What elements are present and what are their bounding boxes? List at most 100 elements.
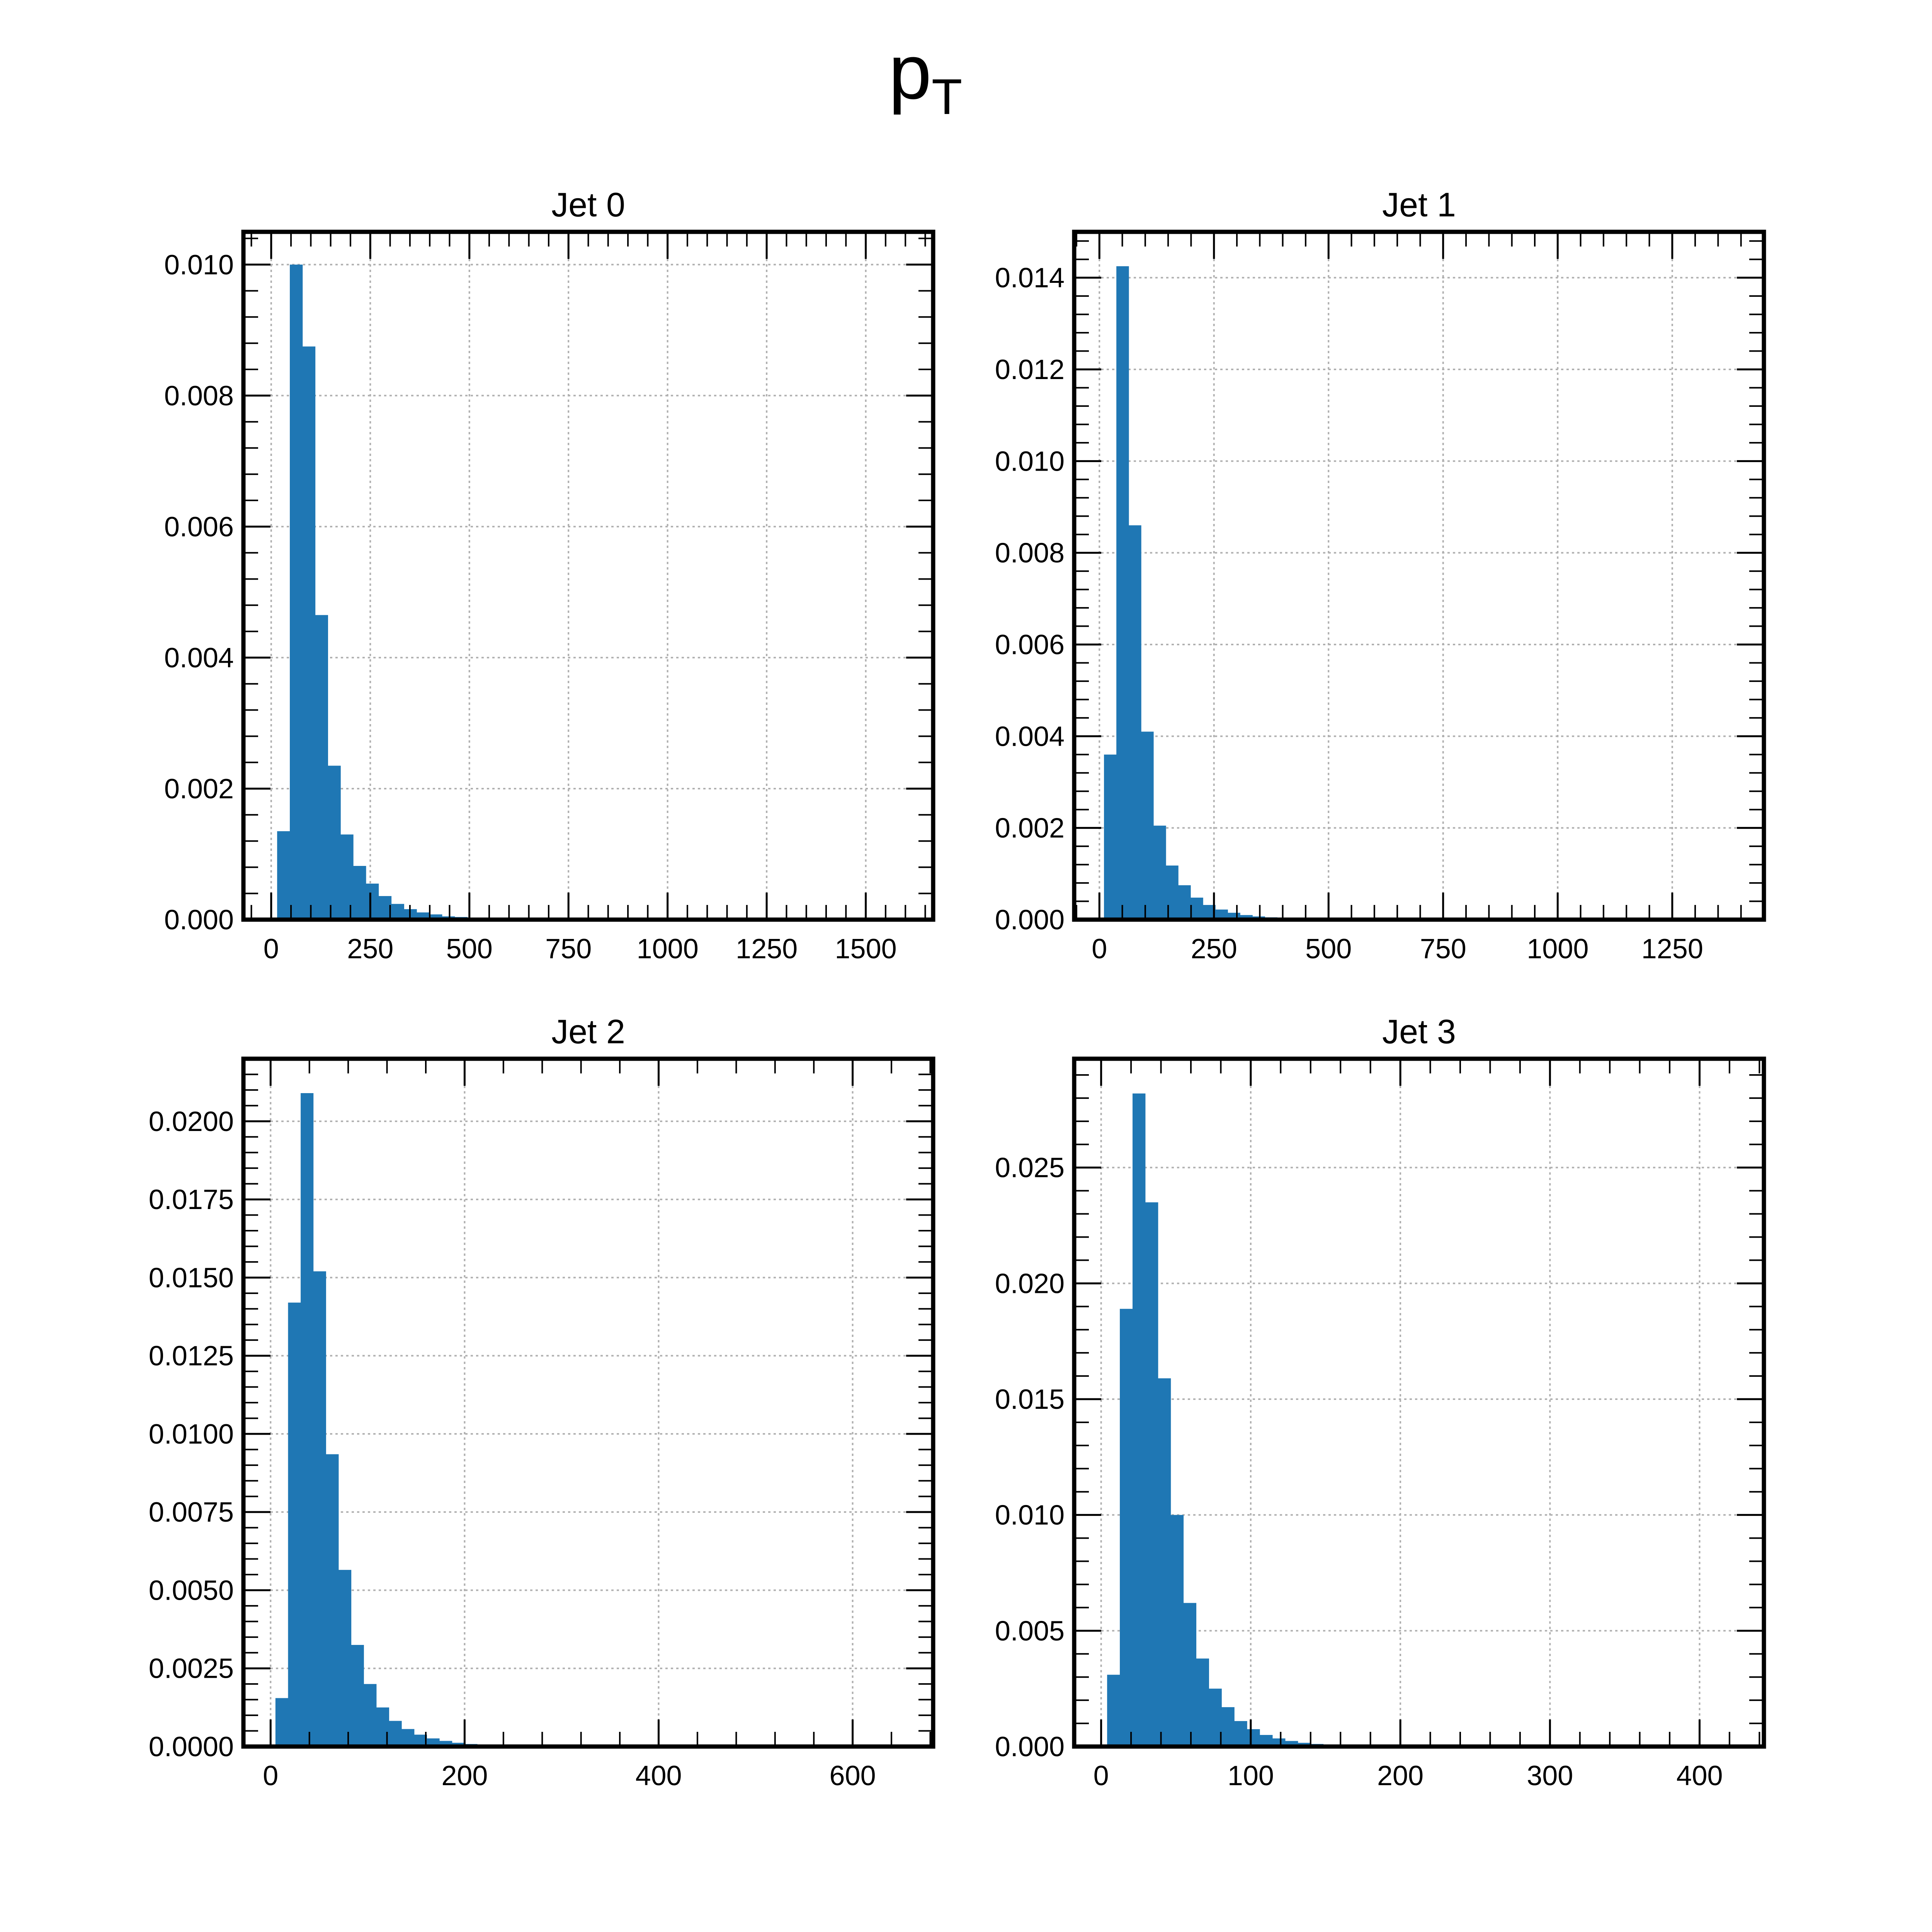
axes-frame xyxy=(241,230,935,922)
histogram-bar xyxy=(1133,1093,1146,1747)
x-tick-label: 1000 xyxy=(637,934,699,964)
subplot-title: Jet 3 xyxy=(1382,1012,1456,1051)
histogram-bar xyxy=(326,1454,339,1747)
histogram-bar xyxy=(313,1271,326,1747)
histogram-bar xyxy=(301,1093,314,1747)
histogram-bar xyxy=(290,264,303,920)
x-tick-label: 750 xyxy=(545,934,592,964)
x-tick-label: 200 xyxy=(1377,1760,1423,1791)
x-tick-label: 500 xyxy=(1305,934,1352,964)
histogram-bar xyxy=(1234,1721,1247,1747)
y-tick-label: 0.010 xyxy=(164,250,234,281)
y-tick-label: 0.0000 xyxy=(149,1731,234,1762)
x-tick-label: 1000 xyxy=(1527,934,1588,964)
subplot-title: Jet 2 xyxy=(551,1012,625,1051)
x-tick-label: 100 xyxy=(1228,1760,1274,1791)
y-tick-label: 0.0025 xyxy=(149,1653,234,1684)
y-tick-label: 0.015 xyxy=(995,1384,1065,1415)
y-tick-label: 0.000 xyxy=(164,905,234,935)
y-tick-label: 0.006 xyxy=(995,629,1065,660)
y-tick-label: 0.010 xyxy=(995,446,1065,477)
x-tick-label: 1250 xyxy=(1641,934,1703,964)
y-tick-label: 0.0200 xyxy=(149,1106,234,1137)
figure-title-main: p xyxy=(889,29,932,115)
x-tick-label: 1500 xyxy=(835,934,897,964)
y-tick-label: 0.0125 xyxy=(149,1341,234,1372)
y-tick-label: 0.005 xyxy=(995,1616,1065,1646)
histogram-bar xyxy=(1196,1658,1209,1747)
histogram-bar xyxy=(1178,885,1191,920)
histogram-bar xyxy=(277,831,290,920)
subplot-title: Jet 0 xyxy=(551,185,625,224)
y-tick-label: 0.004 xyxy=(164,643,234,673)
axes-frame xyxy=(241,1056,935,1749)
x-tick-label: 0 xyxy=(1094,1760,1109,1791)
histogram-bar xyxy=(1240,915,1253,920)
histogram-bar xyxy=(275,1698,288,1747)
histogram-bar xyxy=(351,1645,364,1747)
histogram-bar xyxy=(389,1721,402,1747)
x-tick-label: 400 xyxy=(1676,1760,1723,1791)
histogram-bar xyxy=(1183,1603,1197,1747)
y-tick-label: 0.012 xyxy=(995,354,1065,385)
y-tick-label: 0.004 xyxy=(995,721,1065,752)
histogram-bar xyxy=(1170,1515,1184,1747)
figure-title-subscript: T xyxy=(932,68,962,125)
histogram-bar xyxy=(401,1729,415,1747)
subplot-jet-3: 0 100 200 300 400 0.000 0.005 0.010 0.015 0.020 0.… xyxy=(995,1012,1766,1791)
y-tick-label: 0.000 xyxy=(995,1731,1065,1762)
y-tick-label: 0.014 xyxy=(995,263,1065,294)
histogram-bar xyxy=(1116,266,1129,920)
y-tick-label: 0.002 xyxy=(995,813,1065,844)
histogram-bar xyxy=(338,1570,352,1747)
histogram-bar xyxy=(353,866,366,920)
histogram-bar xyxy=(1209,1689,1222,1747)
x-tick-label: 0 xyxy=(263,1760,278,1791)
histogram-bar xyxy=(1158,1378,1171,1747)
histogram-bar xyxy=(1104,754,1117,920)
axes-frame xyxy=(1072,1056,1766,1749)
histogram-bar xyxy=(288,1303,301,1747)
subplot-title: Jet 1 xyxy=(1382,185,1456,224)
x-tick-label: 250 xyxy=(1191,934,1237,964)
y-tick-label: 0.0050 xyxy=(149,1575,234,1606)
subplot-grid: 0 250 500 750 1000 1250 15000.0000.0020.0040.0… xyxy=(149,185,1766,1791)
y-tick-label: 0.0075 xyxy=(149,1497,234,1528)
histogram-bar xyxy=(302,346,316,920)
histogram-bar xyxy=(1190,898,1203,920)
y-tick-label: 0.000 xyxy=(995,905,1065,935)
x-tick-label: 0 xyxy=(264,934,279,964)
x-tick-label: 250 xyxy=(347,934,393,964)
x-tick-label: 200 xyxy=(441,1760,488,1791)
histogram-bar xyxy=(328,765,341,920)
y-tick-label: 0.006 xyxy=(164,512,234,543)
x-tick-label: 0 xyxy=(1092,934,1107,964)
y-tick-label: 0.0100 xyxy=(149,1419,234,1450)
y-tick-label: 0.008 xyxy=(164,381,234,412)
histogram-bar xyxy=(1153,825,1166,920)
histogram-bar xyxy=(340,834,354,920)
y-tick-label: 0.002 xyxy=(164,774,234,804)
histogram-bar xyxy=(1141,731,1154,920)
y-tick-label: 0.010 xyxy=(995,1500,1065,1531)
subplot-jet-0: 0 250 500 750 1000 1250 1500 0.000 0.002 0.004 0.0… xyxy=(164,185,935,964)
histogram-bar xyxy=(1129,525,1141,920)
y-tick-label: 0.0150 xyxy=(149,1262,234,1293)
x-tick-label: 300 xyxy=(1527,1760,1573,1791)
x-tick-label: 600 xyxy=(830,1760,876,1791)
y-tick-label: 0.008 xyxy=(995,538,1065,569)
histogram-bar xyxy=(315,615,328,920)
y-tick-label: 0.025 xyxy=(995,1153,1065,1184)
y-tick-label: 0.0175 xyxy=(149,1184,234,1215)
histogram-bar xyxy=(391,904,404,920)
histogram-bar xyxy=(364,1684,377,1747)
histogram-bar xyxy=(1247,1729,1260,1747)
histogram-bar xyxy=(1120,1309,1133,1747)
histogram-bar xyxy=(1145,1202,1158,1747)
histogram-bar xyxy=(1221,1707,1235,1747)
x-tick-label: 1250 xyxy=(736,934,798,964)
x-tick-label: 400 xyxy=(635,1760,682,1791)
histogram-bar xyxy=(1107,1675,1120,1747)
subplot-jet-2: 0 200 400 600 0.0000 0.0025 0.0050 0.0075 0.0100… xyxy=(149,1012,935,1791)
